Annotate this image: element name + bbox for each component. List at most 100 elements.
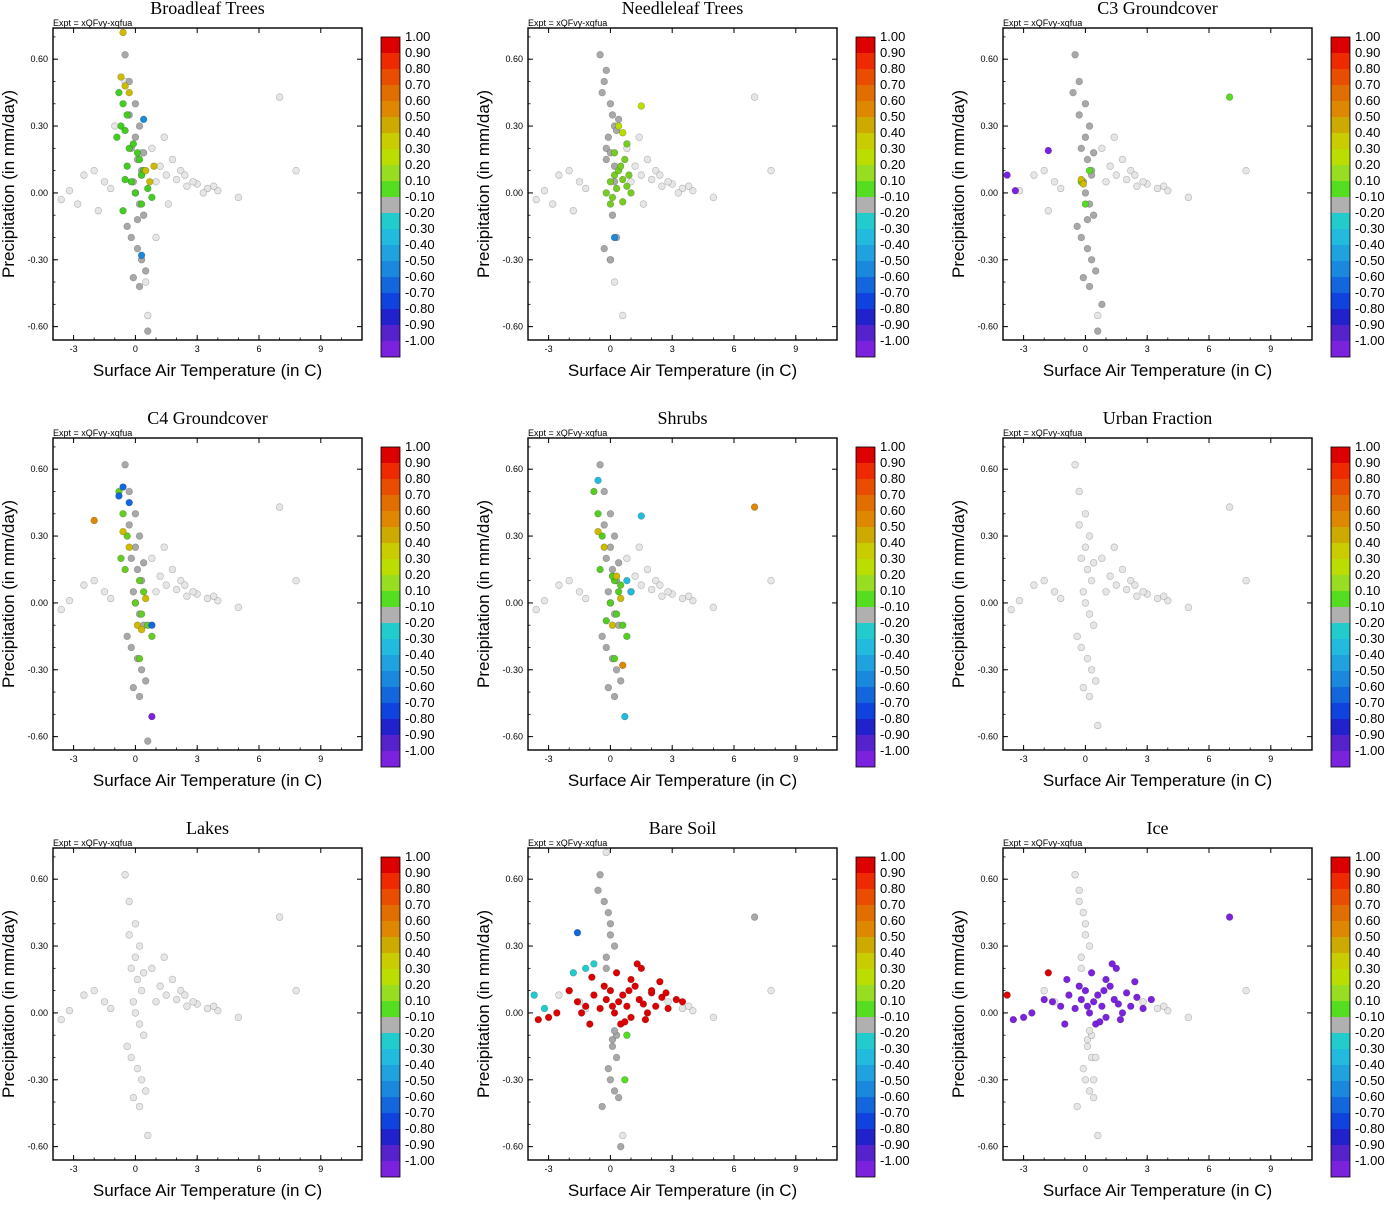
colorbar-label: -0.70	[405, 695, 435, 710]
colorbar-label: 0.20	[1355, 977, 1380, 992]
data-point-light-gray	[127, 1053, 135, 1062]
data-point-purple	[1087, 969, 1096, 977]
y-tick-label: 0.60	[30, 464, 48, 474]
data-point-light-gray	[292, 986, 300, 995]
data-point-green	[119, 207, 127, 215]
colorbar-swatch	[856, 69, 875, 85]
data-point-light-gray	[635, 133, 643, 141]
colorbar-label: 1.00	[1355, 439, 1380, 454]
colorbar-swatch	[856, 1161, 875, 1177]
data-point-red	[637, 964, 646, 973]
data-point-light-gray	[177, 166, 185, 175]
colorbar-label: -0.80	[405, 301, 435, 316]
data-point-green	[148, 632, 156, 641]
colorbar-label: 0.60	[880, 503, 905, 518]
data-point-green	[598, 532, 606, 540]
data-point-light-gray	[106, 1004, 115, 1013]
colorbar-swatch	[856, 575, 875, 591]
data-point-light-gray	[1094, 721, 1102, 730]
colorbar-label: 0.70	[880, 77, 905, 92]
data-point-gray	[1081, 133, 1090, 141]
data-point-light-gray	[619, 1131, 627, 1140]
colorbar-swatch	[1331, 85, 1350, 101]
data-point-light-gray	[1106, 572, 1114, 580]
colorbar-label: -0.90	[880, 1137, 910, 1152]
data-point-light-gray	[709, 193, 718, 202]
data-point-light-gray	[234, 1013, 243, 1022]
y-tick-label: 0.00	[980, 1008, 998, 1018]
data-point-gray	[1089, 211, 1098, 219]
data-point-light-gray	[540, 186, 549, 195]
colorbar-swatch	[381, 463, 400, 479]
y-tick-label: 0.30	[505, 121, 523, 131]
y-tick-label: 0.00	[30, 188, 48, 198]
colorbar-label: 0.60	[405, 93, 430, 108]
colorbar-label: -0.70	[1355, 1105, 1385, 1120]
data-point-light-gray	[189, 178, 197, 186]
data-point-light-gray	[125, 897, 133, 906]
colorbar-swatch	[856, 149, 875, 165]
data-point-light-gray	[1085, 942, 1094, 950]
data-point-orange	[619, 661, 627, 670]
colorbar-label: 0.70	[405, 897, 430, 912]
data-point-light-gray	[575, 178, 584, 186]
data-point-gray	[142, 677, 150, 685]
data-point-light-gray	[164, 200, 173, 208]
data-point-gray	[1083, 244, 1092, 253]
data-point-gray	[608, 111, 617, 119]
data-point-purple	[1116, 1015, 1125, 1024]
colorbar-label: 0.50	[405, 109, 430, 124]
colorbar-label: -0.30	[405, 221, 435, 236]
data-point-green	[627, 189, 635, 197]
data-point-cyan	[530, 991, 538, 999]
data-point-purple	[1040, 995, 1048, 1004]
colorbar-label: 1.00	[405, 29, 430, 44]
plot-frame	[1002, 437, 1313, 751]
data-point-light-gray	[1077, 554, 1085, 563]
data-point-light-gray	[177, 576, 185, 585]
data-point-purple	[1065, 991, 1073, 999]
data-point-gray	[610, 692, 619, 701]
data-point-light-gray	[125, 931, 133, 939]
data-point-purple	[1131, 978, 1139, 986]
data-point-gray	[602, 155, 610, 164]
data-point-red	[662, 989, 670, 997]
data-point-yellow	[594, 527, 602, 536]
x-axis-label: Surface Air Temperature (in C)	[93, 771, 322, 790]
colorbar-label: 0.10	[405, 583, 430, 598]
panel-shrubs: Shrubs Expt = xQFvy-xqfua -3 0 3 6 9 0.60 0.30 0.…	[474, 408, 937, 810]
data-point-gray	[135, 692, 144, 701]
data-point-green	[612, 610, 621, 618]
data-point-gray	[1081, 189, 1090, 197]
data-point-purple	[1118, 1009, 1127, 1017]
data-point-light-gray	[1184, 1013, 1193, 1022]
data-point-gray	[602, 554, 610, 563]
data-point-light-gray	[203, 1004, 212, 1013]
data-point-light-gray	[767, 986, 775, 995]
expt-label: Expt = xQFvy-xqfua	[1003, 428, 1082, 438]
data-point-purple	[1085, 1009, 1094, 1017]
data-point-purple	[1089, 998, 1098, 1006]
colorbar-label: 0.40	[1355, 945, 1380, 960]
data-point-purple	[1133, 993, 1141, 1002]
data-point-light-gray	[152, 233, 160, 242]
data-point-light-gray	[214, 186, 222, 195]
data-point-light-gray	[658, 182, 666, 190]
data-point-light-gray	[678, 594, 687, 603]
data-point-blue	[139, 115, 148, 124]
colorbar-label: 0.80	[405, 61, 430, 76]
colorbar-label: 0.90	[405, 865, 430, 880]
data-point-gray	[1087, 256, 1096, 264]
y-tick-label: 0.30	[505, 941, 523, 951]
panel-title: Broadleaf Trees	[150, 0, 264, 18]
colorbar-swatch	[856, 117, 875, 133]
data-point-light-gray	[292, 576, 300, 585]
data-point-green	[619, 621, 627, 629]
y-tick-label: 0.60	[980, 464, 998, 474]
x-axis-label: Surface Air Temperature (in C)	[93, 361, 322, 380]
colorbar-swatch	[856, 1049, 875, 1065]
data-point-red	[577, 1009, 586, 1017]
data-point-gray	[125, 77, 133, 86]
colorbar-label: 0.30	[880, 961, 905, 976]
colorbar-swatch	[1331, 969, 1350, 985]
